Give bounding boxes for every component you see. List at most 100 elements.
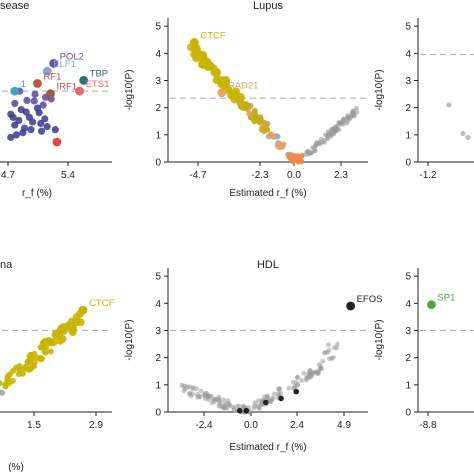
data-point — [20, 124, 29, 132]
y-tick-label: 0 — [155, 408, 161, 419]
data-point — [354, 109, 360, 115]
y-tick-label: 5 — [405, 272, 411, 283]
data-point — [278, 395, 284, 402]
data-point — [230, 404, 236, 410]
data-point — [12, 131, 21, 139]
highlight-point — [427, 300, 436, 310]
annotation-label: CTCF — [200, 30, 226, 41]
data-point — [0, 389, 3, 396]
data-point — [310, 370, 316, 376]
data-point — [321, 137, 327, 143]
annotation-label: CTCF — [89, 298, 115, 309]
data-point — [41, 115, 49, 123]
panel-6: 0 1 2 3 4 5 -8.8 SP1 — [405, 268, 474, 431]
data-point — [293, 157, 299, 163]
y-tick-label: 4 — [405, 49, 411, 60]
x-tick-label: 4.9 — [337, 420, 351, 431]
data-point — [246, 110, 253, 117]
panel-4-title: na — [0, 259, 13, 271]
data-point — [292, 383, 298, 389]
data-point — [31, 359, 38, 366]
annotation-label: TBP — [90, 68, 108, 79]
data-point — [197, 393, 202, 399]
panel-3-ylabel: -log10(P) — [374, 69, 385, 110]
data-point — [329, 126, 334, 132]
annotation-label: RAD21 — [228, 81, 259, 92]
data-point — [37, 119, 45, 128]
data-point — [9, 377, 16, 384]
data-point — [27, 366, 34, 373]
data-point — [251, 107, 258, 114]
data-point — [27, 126, 35, 134]
panel-4: 1.5 2.9 CTCF — [0, 298, 115, 431]
data-point — [190, 50, 199, 59]
data-point — [7, 133, 15, 141]
panel-4-xlabel: (%) — [8, 462, 24, 473]
data-point — [312, 148, 318, 153]
data-point — [212, 70, 221, 79]
x-tick-label: -2.4 — [195, 420, 213, 431]
highlight-point — [78, 305, 88, 315]
data-point — [318, 363, 324, 369]
data-point — [286, 385, 292, 391]
data-point — [15, 116, 23, 125]
data-point — [218, 78, 227, 87]
data-point — [276, 142, 283, 149]
data-point — [226, 400, 231, 406]
data-point — [9, 113, 17, 121]
x-tick-label: 1.5 — [27, 420, 41, 431]
panel-5-title: HDL — [257, 259, 279, 271]
panel-1-xlabel: r_f (%) — [22, 188, 52, 199]
data-point — [263, 399, 269, 406]
data-point — [297, 158, 303, 164]
panel-2: 0 1 2 3 4 5 -4.7 -2.3 0.0 2.3 CTCF RAD21 — [155, 18, 368, 181]
data-point — [31, 350, 38, 357]
x-tick-label: 2.3 — [334, 170, 348, 181]
y-tick-label: 1 — [155, 380, 161, 391]
x-tick-label: 4.7 — [1, 170, 15, 181]
data-point — [354, 105, 360, 111]
data-point — [293, 388, 300, 395]
data-point — [16, 363, 23, 370]
y-tick-label: 2 — [155, 103, 161, 114]
data-point — [33, 104, 42, 112]
y-tick-label: 5 — [155, 22, 161, 33]
annotation-label: EFOS — [357, 294, 383, 305]
panel-5-xlabel: Estimated r_f (%) — [229, 442, 306, 453]
highlight-point — [79, 75, 89, 85]
x-tick-label: 0.0 — [287, 170, 301, 181]
annotation-label: IRF1 — [56, 82, 77, 93]
highlight-point — [189, 38, 199, 47]
y-tick-label: 1 — [155, 130, 161, 141]
data-point — [37, 127, 46, 135]
data-point — [29, 118, 37, 126]
data-point — [59, 323, 68, 332]
data-point — [67, 322, 76, 331]
y-tick-label: 4 — [405, 299, 411, 310]
data-point — [288, 154, 294, 160]
highlight-point — [49, 59, 59, 68]
highlight-point — [75, 86, 84, 96]
data-point — [11, 99, 19, 108]
y-tick-label: 3 — [405, 76, 411, 87]
data-point — [0, 380, 3, 387]
data-point — [251, 114, 258, 121]
data-point — [252, 400, 258, 406]
data-point — [256, 405, 262, 411]
y-tick-label: 5 — [155, 272, 161, 283]
data-point — [76, 318, 85, 327]
data-point — [290, 379, 296, 385]
data-point — [349, 110, 355, 115]
panel-2-title: Lupus — [253, 0, 283, 12]
data-point — [206, 397, 212, 402]
panel-2-ylabel: -log10(P) — [124, 69, 135, 110]
data-point — [11, 121, 19, 129]
data-point — [322, 132, 328, 138]
x-tick-label: 2.9 — [89, 420, 103, 431]
data-point — [334, 341, 340, 347]
data-point — [217, 400, 223, 406]
x-tick-label: 5.4 — [61, 170, 75, 181]
data-point — [345, 116, 350, 121]
data-point — [47, 348, 54, 355]
